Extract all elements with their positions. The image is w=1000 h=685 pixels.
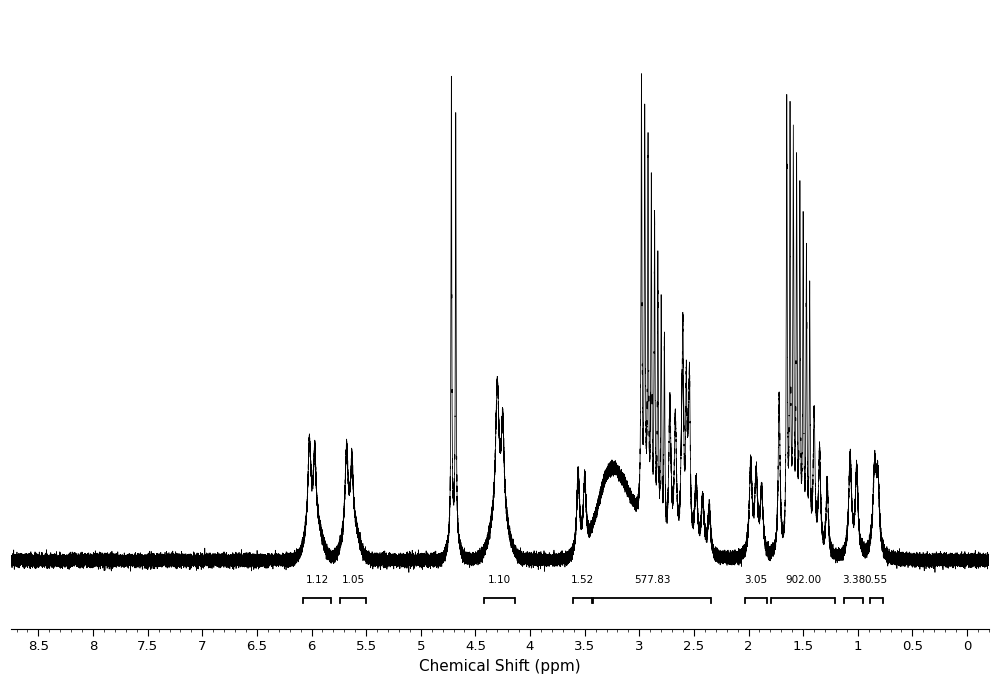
- Text: 1.10: 1.10: [488, 575, 511, 585]
- Text: 902.00: 902.00: [785, 575, 821, 585]
- Text: 3.05: 3.05: [745, 575, 768, 585]
- Text: 1.52: 1.52: [571, 575, 594, 585]
- Text: 1.05: 1.05: [341, 575, 365, 585]
- Text: 577.83: 577.83: [634, 575, 671, 585]
- Text: 1.12: 1.12: [305, 575, 329, 585]
- Text: 3.38: 3.38: [842, 575, 865, 585]
- Text: 0.55: 0.55: [865, 575, 888, 585]
- X-axis label: Chemical Shift (ppm): Chemical Shift (ppm): [419, 659, 581, 674]
